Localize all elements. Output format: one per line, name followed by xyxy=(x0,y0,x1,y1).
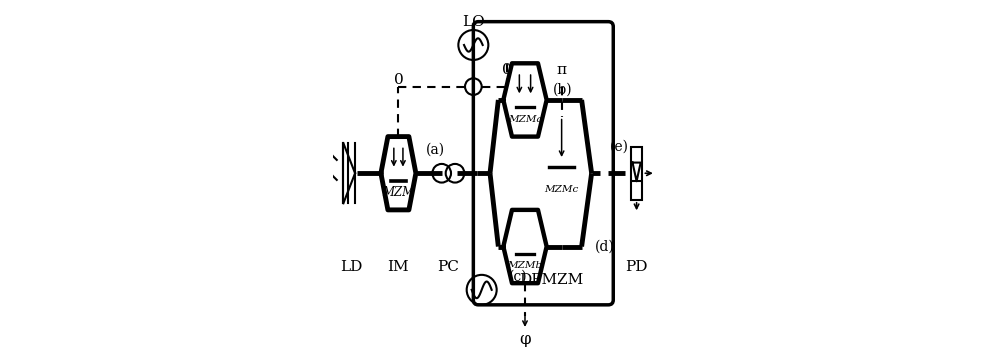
Text: MZMc: MZMc xyxy=(545,185,579,194)
Text: PC: PC xyxy=(437,260,459,273)
Text: (e): (e) xyxy=(610,139,629,154)
Text: LD: LD xyxy=(341,260,363,273)
Text: PD: PD xyxy=(625,260,648,273)
Text: MZM: MZM xyxy=(382,186,414,199)
Text: IM: IM xyxy=(388,260,409,273)
Text: DPMZM: DPMZM xyxy=(520,273,584,287)
Text: LO: LO xyxy=(462,15,485,29)
Text: (a): (a) xyxy=(425,143,445,157)
Bar xyxy=(631,146,642,200)
Text: MZMb: MZMb xyxy=(507,261,543,270)
Text: π: π xyxy=(557,63,567,77)
Text: (d): (d) xyxy=(595,239,615,254)
Text: (c): (c) xyxy=(509,270,528,283)
Text: (b): (b) xyxy=(553,83,573,97)
Text: φ: φ xyxy=(519,331,531,347)
Text: MZMa: MZMa xyxy=(508,115,542,124)
Text: 0: 0 xyxy=(394,73,403,87)
Text: 0: 0 xyxy=(502,63,512,77)
